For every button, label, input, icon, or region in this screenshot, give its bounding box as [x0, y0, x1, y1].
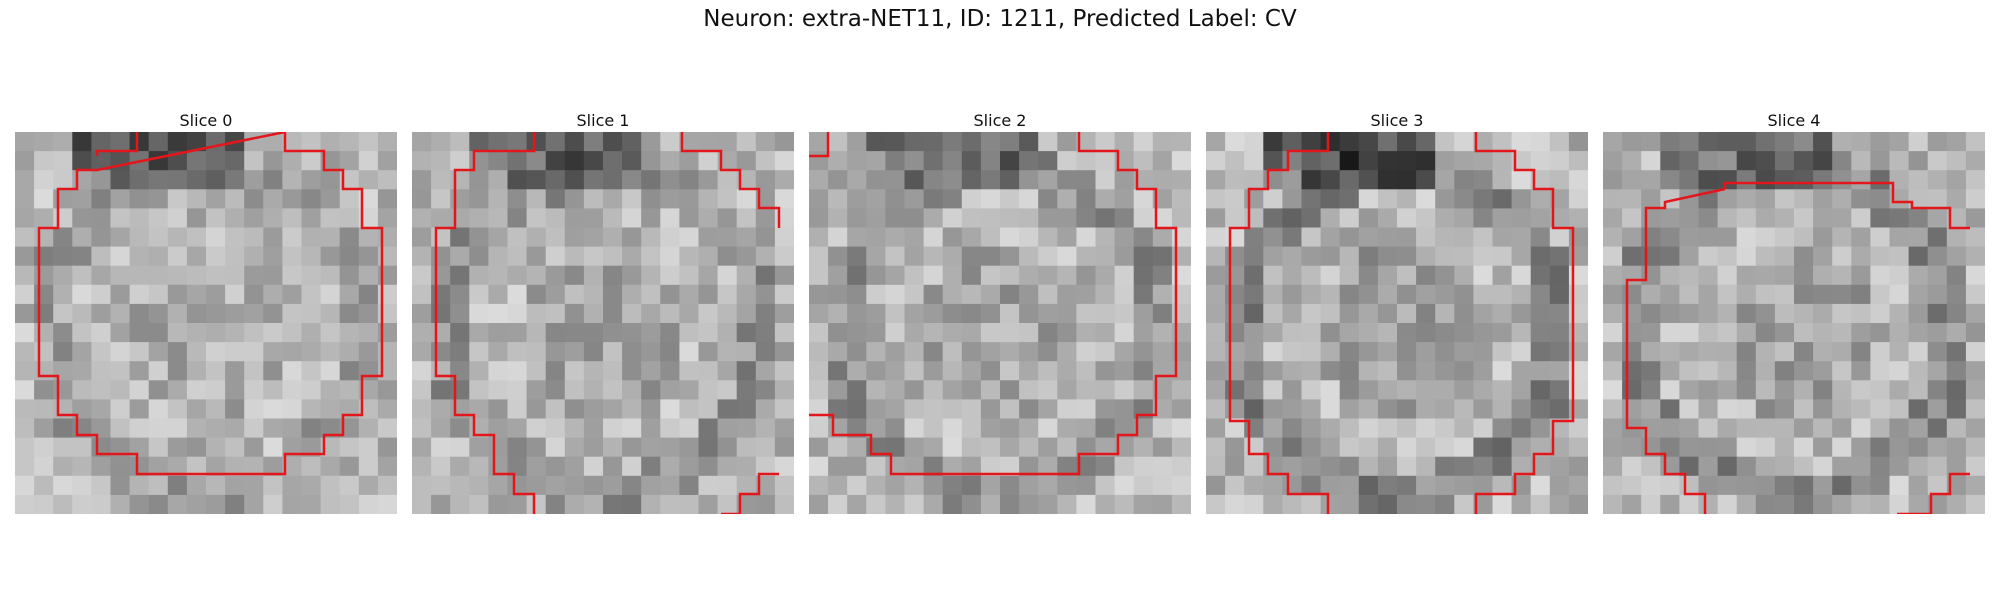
- slice-title: Slice 3: [1206, 110, 1588, 132]
- slice-title: Slice 1: [412, 110, 794, 132]
- slice-panel-2: Slice 2: [809, 110, 1191, 514]
- slice-panel-1: Slice 1: [412, 110, 794, 514]
- slice-image: [412, 132, 794, 514]
- figure-title: Neuron: extra-NET11, ID: 1211, Predicted…: [0, 6, 2000, 32]
- slice-image: [15, 132, 397, 514]
- grayscale-pixels: [412, 132, 794, 514]
- slice-panel-0: Slice 0: [15, 110, 397, 514]
- slice-image: [1206, 132, 1588, 514]
- slice-panel-4: Slice 4: [1603, 110, 1985, 514]
- slice-title: Slice 4: [1603, 110, 1985, 132]
- grayscale-pixels: [809, 132, 1191, 514]
- slice-title: Slice 0: [15, 110, 397, 132]
- slice-title: Slice 2: [809, 110, 1191, 132]
- slice-panel-3: Slice 3: [1206, 110, 1588, 514]
- slice-image: [809, 132, 1191, 514]
- slice-image: [1603, 132, 1985, 514]
- grayscale-pixels: [1603, 132, 1985, 514]
